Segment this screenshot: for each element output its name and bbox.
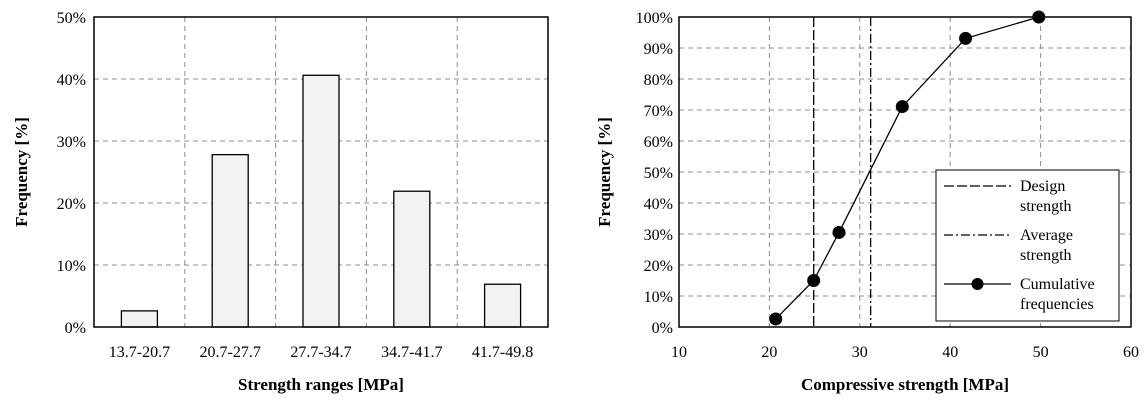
right-y-tick-label: 20%: [644, 258, 673, 275]
right-y-tick-label: 80%: [644, 72, 673, 89]
legend-label-line: frequencies: [1020, 296, 1094, 313]
right-plot-frame: [678, 16, 1132, 328]
bar-13.7-20.7: [120, 310, 159, 328]
right-y-axis-title: Frequency [%]: [595, 117, 614, 227]
right-x-tick-label: 30: [852, 344, 868, 361]
left-x-tick-label: 13.7-20.7: [109, 344, 170, 361]
legend-label-line: strength: [1020, 247, 1072, 264]
right-x-tick-label: 10: [671, 344, 687, 361]
right-x-tick-label: 20: [761, 344, 777, 361]
cumulative-frequencies-line: [775, 16, 1039, 320]
right-y-tick-label: 10%: [644, 289, 673, 306]
cumulative-point: [769, 312, 783, 326]
bar-27.7-34.7: [302, 74, 340, 328]
left-y-tick-label: 30%: [57, 134, 86, 151]
legend-label-line: Cumulative: [1020, 276, 1095, 293]
left-y-tick-label: 10%: [57, 258, 86, 275]
left-y-tick-label: 50%: [57, 10, 86, 27]
cumulative-point: [832, 225, 846, 239]
right-x-axis-title: Compressive strength [MPa]: [801, 375, 1009, 394]
left-y-tick-label: 20%: [57, 196, 86, 213]
right-y-tick-label: 30%: [644, 227, 673, 244]
legend-label-line: strength: [1020, 198, 1072, 215]
legend-label-line: Design: [1020, 178, 1065, 195]
right-y-tick-label: 70%: [644, 103, 673, 120]
left-plot-frame: [93, 16, 549, 328]
left-x-tick-label: 41.7-49.8: [472, 344, 533, 361]
right-y-tick-label: 40%: [644, 196, 673, 213]
cumulative-point: [807, 274, 821, 287]
right-y-tick-label: 100%: [636, 10, 673, 27]
right-y-tick-label: 50%: [644, 165, 673, 182]
cumulative-point: [959, 31, 973, 45]
right-y-tick-label: 60%: [644, 134, 673, 151]
left-bar-chart: 0% 10% 20% 30% 40% 50% 13.7-20.7 20.7-27.7 27.7-…: [12, 10, 549, 394]
right-x-tick-label: 40: [942, 344, 958, 361]
bar-34.7-41.7: [393, 190, 431, 328]
left-x-axis-title: Strength ranges [MPa]: [238, 375, 404, 394]
right-y-tick-label: 90%: [644, 41, 673, 58]
bar-20.7-27.7: [211, 153, 249, 328]
right-x-tick-label: 60: [1123, 344, 1139, 361]
bar-41.7-49.8: [483, 283, 522, 328]
left-x-tick-label: 34.7-41.7: [381, 344, 442, 361]
legend-box: [935, 169, 1120, 322]
right-line-chart: 0% 10% 20% 30% 40% 50% 60% 70% 80% 90% 100% 10 20 30 4…: [595, 10, 1139, 394]
left-y-tick-label: 0%: [65, 320, 86, 337]
legend-label-line: Average: [1020, 227, 1073, 244]
left-y-axis-title: Frequency [%]: [12, 117, 31, 227]
right-y-tick-label: 0%: [652, 320, 673, 337]
legend-cumulative-marker: [971, 278, 984, 290]
left-x-tick-label: 20.7-27.7: [200, 344, 261, 361]
cumulative-point: [895, 100, 909, 114]
right-x-tick-label: 50: [1033, 344, 1049, 361]
left-y-tick-label: 40%: [57, 72, 86, 89]
left-x-tick-label: 27.7-34.7: [290, 344, 351, 361]
